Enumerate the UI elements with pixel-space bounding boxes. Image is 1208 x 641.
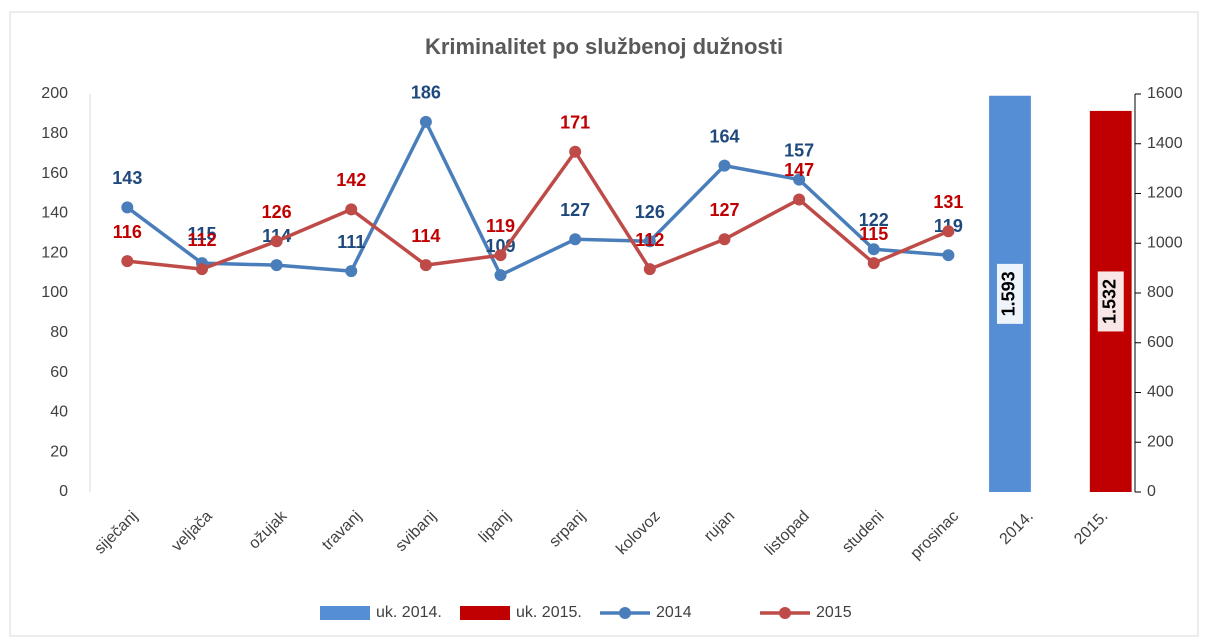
value-label: 1.593 bbox=[999, 271, 1019, 316]
y-tick-label: 80 bbox=[50, 324, 68, 341]
y-tick-label: 200 bbox=[41, 85, 68, 102]
line bbox=[127, 148, 950, 272]
value-label: 171 bbox=[560, 112, 590, 132]
line-marker bbox=[121, 201, 134, 214]
y-tick-label: 180 bbox=[41, 125, 68, 142]
line-marker bbox=[419, 115, 432, 128]
y2-tick-label: 1600 bbox=[1147, 85, 1183, 102]
value-label: 114 bbox=[411, 226, 440, 246]
value-label: 142 bbox=[336, 170, 366, 190]
legend-label: uk. 2014. bbox=[376, 604, 442, 621]
y2-tick-label: 1000 bbox=[1147, 234, 1183, 251]
y2-tick-label: 0 bbox=[1147, 483, 1156, 500]
value-label: 112 bbox=[635, 230, 664, 250]
y2-tick-label: 1200 bbox=[1147, 185, 1183, 202]
legend-label: uk. 2015. bbox=[516, 604, 582, 621]
line-marker bbox=[494, 249, 507, 262]
value-label: 186 bbox=[411, 83, 441, 103]
line-marker bbox=[569, 233, 582, 246]
value-label: 109 bbox=[486, 236, 516, 256]
value-label-box bbox=[996, 263, 1023, 324]
line-marker bbox=[494, 269, 507, 282]
y-tick-label: 160 bbox=[41, 165, 68, 182]
line-marker bbox=[867, 243, 880, 256]
line-marker bbox=[270, 235, 283, 248]
legend-marker bbox=[779, 607, 791, 619]
line-marker bbox=[867, 257, 880, 270]
line-marker bbox=[793, 173, 806, 186]
line bbox=[126, 117, 949, 278]
line-marker bbox=[121, 255, 134, 268]
value-label: 111 bbox=[337, 232, 365, 252]
value-label: 143 bbox=[112, 168, 142, 188]
line-marker bbox=[195, 263, 208, 276]
value-label: 127 bbox=[709, 200, 739, 220]
line-marker bbox=[793, 193, 806, 206]
y2-tick-label: 800 bbox=[1147, 284, 1174, 301]
y-tick-label: 20 bbox=[50, 443, 68, 460]
line-marker bbox=[569, 145, 582, 158]
y-tick-label: 40 bbox=[50, 404, 68, 421]
y2-tick-label: 600 bbox=[1147, 334, 1174, 351]
value-label: 115 bbox=[187, 224, 216, 244]
value-label: 127 bbox=[560, 200, 590, 220]
line-marker bbox=[942, 225, 955, 238]
line-marker bbox=[345, 203, 358, 216]
y2-tick-label: 400 bbox=[1147, 384, 1174, 401]
value-label: 126 bbox=[635, 202, 665, 222]
legend-label: 2015 bbox=[816, 604, 852, 621]
y-tick-label: 140 bbox=[41, 205, 68, 222]
y-tick-label: 60 bbox=[50, 364, 68, 381]
line-marker bbox=[643, 235, 656, 248]
y-tick-label: 0 bbox=[59, 483, 68, 500]
y2-tick-label: 1400 bbox=[1147, 135, 1183, 152]
line-marker bbox=[643, 263, 656, 276]
y-tick-label: 120 bbox=[41, 244, 68, 261]
line-marker bbox=[270, 259, 283, 272]
line-marker bbox=[345, 265, 358, 278]
value-label: 126 bbox=[262, 202, 292, 222]
value-label: 147 bbox=[784, 160, 814, 180]
value-label: 131 bbox=[933, 192, 963, 212]
chart-title: Kriminalitet po službenoj dužnosti bbox=[425, 34, 783, 59]
value-label: 116 bbox=[113, 222, 142, 242]
value-label: 157 bbox=[784, 140, 814, 160]
line-marker bbox=[718, 159, 731, 172]
value-label: 112 bbox=[187, 230, 216, 250]
line-marker bbox=[419, 259, 432, 272]
value-label: 164 bbox=[709, 126, 739, 146]
value-label: 122 bbox=[859, 210, 889, 230]
line-marker bbox=[942, 249, 955, 262]
legend-swatch bbox=[320, 606, 370, 620]
legend-swatch bbox=[460, 606, 510, 620]
value-label: 115 bbox=[859, 224, 888, 244]
value-label-box bbox=[1097, 271, 1124, 332]
value-label: 119 bbox=[486, 216, 515, 236]
value-label: 1.532 bbox=[1099, 279, 1119, 324]
line-marker bbox=[718, 233, 731, 246]
legend-marker bbox=[619, 607, 631, 619]
y2-tick-label: 200 bbox=[1147, 433, 1174, 450]
y-tick-label: 100 bbox=[41, 284, 68, 301]
legend-label: 2014 bbox=[656, 604, 692, 621]
